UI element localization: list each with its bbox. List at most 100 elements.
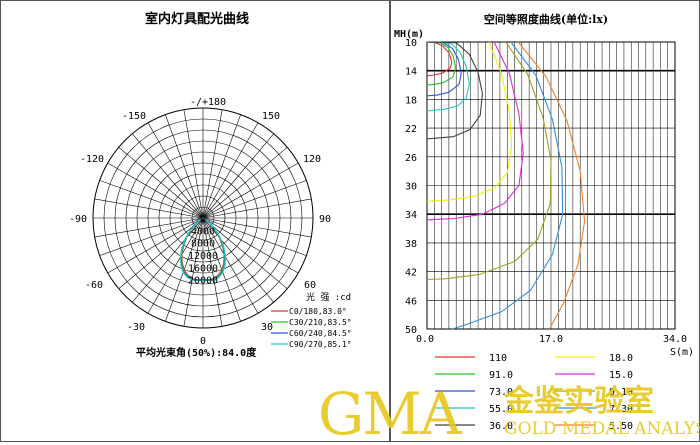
polar-grid	[92, 107, 314, 329]
isolux-curve	[426, 41, 483, 140]
isolux-y-tick: 50	[405, 325, 417, 336]
polar-grid-spoke	[94, 198, 204, 219]
isolux-legend-label: 7.30	[609, 404, 633, 415]
polar-legend-label: C30/210,83.5°	[289, 318, 352, 327]
isolux-grid	[426, 41, 676, 330]
watermark-cn: 金鉴实验室	[503, 384, 654, 419]
isolux-y-tick: 10	[405, 38, 417, 49]
watermark-en: GOLD MEDAL ANALYSIS	[504, 419, 700, 439]
isolux-curve	[426, 41, 453, 77]
polar-grid-spoke	[202, 217, 259, 314]
isolux-curve	[426, 41, 457, 86]
polar-grid-spoke	[107, 162, 204, 219]
polar-grid-spoke	[202, 217, 223, 327]
polar-grid-spoke	[202, 133, 274, 219]
x-axis-label: S(m)	[670, 347, 694, 358]
angle-label-180: -/+180	[190, 97, 226, 108]
isolux-x-tick: 34.0	[663, 334, 687, 345]
polar-chart: 室内灯具配光曲线 -/+180 -150 150 -120 120 -90 90…	[69, 11, 352, 359]
radial-tick-label: 8000	[191, 239, 215, 250]
isolux-legend-label: 73.0	[489, 387, 513, 398]
polar-legend-label: C90/270,85.1°	[289, 340, 352, 349]
isolux-chart: 空间等照度曲线(单位:lx) MH(m) S(m) 10 14 18 22 26 30 34…	[394, 12, 694, 432]
angle-label-150: 150	[262, 111, 280, 122]
isolux-y-tick: 26	[405, 153, 417, 164]
polar-grid-spoke	[202, 162, 299, 219]
polar-grid-spoke	[183, 217, 204, 327]
polar-series-curve	[179, 217, 227, 282]
isolux-series-group	[426, 41, 586, 330]
isolux-legend-label: 15.0	[609, 370, 633, 381]
watermark-gma: GMA	[318, 380, 463, 442]
polar-grid-spoke	[118, 217, 204, 289]
polar-grid-spoke	[94, 217, 204, 238]
angle-label-neg90: -90	[69, 214, 87, 225]
polar-grid-spoke	[202, 180, 307, 219]
isolux-chart-title: 空间等照度曲线(单位:lx)	[484, 12, 608, 26]
polar-grid-spoke	[132, 133, 204, 219]
isolux-x-ticks: 0.0 17.0 34.0	[416, 334, 687, 345]
angle-label-neg60: -60	[85, 280, 103, 291]
polar-grid-spoke	[107, 217, 204, 274]
polar-grid-spoke	[202, 198, 312, 219]
isolux-legend-label: 36.0	[489, 421, 513, 432]
angle-label-90: 90	[319, 214, 331, 225]
polar-grid-spoke	[202, 217, 307, 256]
isolux-y-tick: 46	[405, 296, 417, 307]
polar-grid-spoke	[165, 114, 204, 219]
polar-grid-spoke	[202, 217, 312, 238]
polar-grid-spoke	[147, 217, 204, 314]
isolux-curve	[452, 41, 564, 330]
angle-label-60: 60	[304, 280, 316, 291]
isolux-y-tick: 22	[405, 124, 417, 135]
isolux-curve	[517, 41, 586, 330]
isolux-chart-panel: 空间等照度曲线(单位:lx) MH(m) S(m) 10 14 18 22 26 30 34…	[390, 0, 700, 442]
polar-grid-spoke	[202, 122, 259, 219]
isolux-legend: 110 91.0 73.0 55.0 36.0 18.0 15.0 9.10 7.30 5.50	[435, 353, 633, 432]
polar-grid-spoke	[99, 217, 204, 256]
isolux-y-tick: 42	[405, 268, 417, 279]
angle-label-30: 30	[261, 322, 273, 333]
polar-legend-label: C0/180,83.0°	[289, 307, 347, 316]
angle-label-neg30: -30	[127, 322, 145, 333]
angle-label-neg150: -150	[122, 111, 146, 122]
polar-legend-label: C60/240,84.5°	[289, 329, 352, 338]
isolux-y-tick: 14	[405, 67, 417, 78]
polar-grid-spoke	[202, 217, 274, 303]
radial-tick-label: 4000	[191, 226, 215, 237]
angle-label-neg120: -120	[80, 154, 104, 165]
polar-grid-spoke	[202, 217, 299, 274]
polar-chart-panel: 室内灯具配光曲线 -/+180 -150 150 -120 120 -90 90…	[0, 0, 390, 442]
polar-grid-spoke	[202, 114, 241, 219]
polar-grid-spoke	[147, 122, 204, 219]
isolux-legend-label: 110	[489, 353, 507, 364]
isolux-curve	[426, 41, 524, 221]
isolux-curve	[426, 41, 513, 202]
isolux-legend-label: 91.0	[489, 370, 513, 381]
isolux-x-tick: 17.0	[539, 334, 563, 345]
polar-grid-spoke	[99, 180, 204, 219]
isolux-legend-label: 55.0	[489, 404, 513, 415]
isolux-y-tick: 38	[405, 239, 417, 250]
polar-grid-spoke	[202, 217, 288, 289]
angle-label-120: 120	[303, 154, 321, 165]
isolux-curve	[426, 41, 470, 112]
polar-grid-spoke	[118, 147, 204, 219]
radial-tick-label: 20000	[188, 276, 218, 287]
isolux-legend-label: 18.0	[609, 353, 633, 364]
radial-tick-label: 12000	[188, 251, 218, 262]
polar-grid-spoke	[202, 109, 223, 219]
isolux-x-tick: 0.0	[416, 334, 434, 345]
isolux-legend-label: 9.10	[609, 387, 633, 398]
center-label-0: 0	[200, 214, 206, 225]
beam-angle-text: 平均光束角(50%):84.0度	[136, 346, 257, 359]
polar-chart-title: 室内灯具配光曲线	[145, 11, 249, 27]
angle-label-0: 0	[200, 336, 206, 347]
isolux-y-tick: 30	[405, 182, 417, 193]
polar-grid-spoke	[132, 217, 204, 303]
polar-series-group	[179, 217, 227, 282]
isolux-curve	[426, 41, 462, 97]
isolux-y-ticks: 10 14 18 22 26 30 34 38 42 46 50	[405, 38, 417, 336]
isolux-legend-label: 5.50	[609, 421, 633, 432]
